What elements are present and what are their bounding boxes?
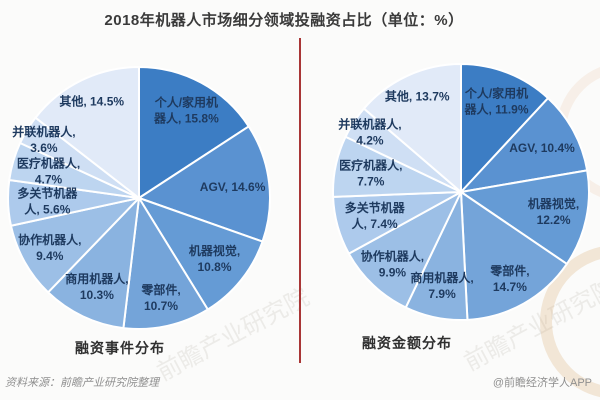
- pie-slice-1: [138, 125, 271, 243]
- pie-slice-2: [138, 197, 264, 311]
- pie-slice-label: 多关节机器人, 5.6%: [17, 186, 78, 217]
- pie-slice-label: 多关节机器人, 7.4%: [345, 200, 406, 231]
- pie-slice-label: 商用机器人, 10.3%: [65, 271, 128, 302]
- pie-slice-0: [460, 63, 550, 193]
- pie-slice-label: 其他, 14.5%: [59, 94, 124, 109]
- pie-slice-label: 商用机器人, 7.9%: [410, 270, 473, 301]
- pie-slice-label: 个人/家用机器人, 11.9%: [463, 85, 528, 116]
- pie-slice-label: 机器视觉, 12.2%: [528, 196, 579, 227]
- page-title: 2018年机器人市场细分领域投融资占比（单位：%）: [104, 12, 464, 29]
- pie-slice-label: 其他, 13.7%: [385, 89, 450, 104]
- pie-slice-1: [460, 97, 589, 193]
- pie-slice-label: 协作机器人, 9.4%: [18, 232, 81, 263]
- pie-slice-label: 医疗机器人, 7.7%: [339, 157, 402, 188]
- pie-slice-5: [347, 191, 462, 309]
- pie-slice-9: [34, 66, 140, 199]
- pie-slice-label: AGV, 10.4%: [509, 141, 575, 155]
- brand-credit: @前瞻经济学人APP: [492, 377, 592, 389]
- pie-slice-5: [9, 197, 140, 294]
- caption-financing-events: 融资事件分布: [75, 340, 165, 356]
- pie-slice-label: 医疗机器人, 4.7%: [17, 155, 80, 186]
- pie-slice-9: [362, 63, 462, 193]
- pie-slice-label: 零部件, 10.7%: [140, 282, 180, 313]
- pie-slice-3: [122, 197, 209, 330]
- source-note: 资料来源：前瞻产业研究院整理: [5, 377, 159, 389]
- pie-slice-3: [460, 191, 568, 321]
- pie-amount: 个人/家用机器人, 11.9% AGV, 10.4% 机器视觉, 12.2% 零部件, 1…: [332, 63, 590, 321]
- pie-slice-label: 个人/家用机器人, 15.8%: [153, 95, 219, 126]
- pie-slice-label: 机器视觉, 10.8%: [189, 243, 240, 274]
- pie-slice-0: [138, 66, 250, 199]
- pie-events: 个人/家用机器人, 15.8% AGV, 14.6% 机器视觉, 10.8% 零部件, 1…: [7, 66, 271, 330]
- pie-slice-4: [47, 197, 140, 330]
- pie-slice-label: 并联机器人, 3.6%: [12, 124, 75, 155]
- pie-slice-2: [460, 169, 590, 265]
- pie-slice-label: AGV, 14.6%: [200, 180, 266, 194]
- pie-slice-label: 并联机器人, 4.2%: [338, 117, 401, 148]
- caption-financing-amount: 融资金额分布: [362, 335, 452, 351]
- divider-line: [299, 38, 301, 363]
- pie-slice-label: 零部件, 14.7%: [489, 263, 529, 294]
- pie-slice-label: 协作机器人, 9.9%: [361, 249, 424, 280]
